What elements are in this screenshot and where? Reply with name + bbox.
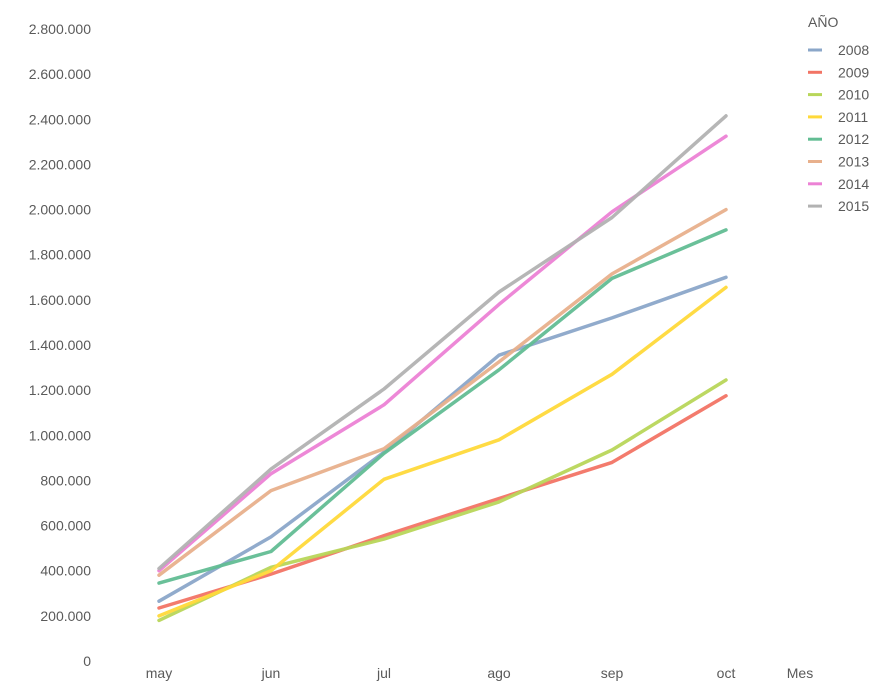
series-line-2008[interactable] [157, 275, 728, 603]
x-tick-label: oct [717, 665, 736, 681]
y-tick-label: 1.000.000 [29, 427, 91, 443]
y-tick-label: 1.600.000 [29, 292, 91, 308]
x-tick-label: ago [487, 665, 511, 681]
x-axis-label: Mes [787, 665, 813, 681]
y-axis: 0 200.000 400.000 600.000 800.000 1.000.000 1.… [29, 21, 92, 669]
y-tick-label: 2.200.000 [29, 156, 91, 172]
legend-title: AÑO [808, 14, 838, 30]
x-tick-label: jun [261, 665, 281, 681]
legend-item-2013[interactable]: 2013 [808, 154, 869, 170]
y-tick-label: 1.800.000 [29, 247, 91, 263]
legend-label: 2010 [838, 87, 869, 103]
legend-item-2009[interactable]: 2009 [808, 64, 869, 80]
x-tick-label: jul [376, 665, 391, 681]
x-tick-label: may [146, 665, 172, 681]
x-axis: may jun jul ago sep oct [146, 665, 736, 681]
series-line-2015[interactable] [157, 114, 728, 571]
y-tick-label: 1.400.000 [29, 337, 91, 353]
series-line-2009[interactable] [157, 394, 728, 610]
legend-label: 2013 [838, 154, 869, 170]
y-tick-label: 400.000 [40, 563, 91, 579]
y-tick-label: 800.000 [40, 472, 91, 488]
y-tick-label: 2.800.000 [29, 21, 91, 37]
series-line-2012[interactable] [157, 228, 728, 585]
series-line-2013[interactable] [157, 207, 728, 577]
legend-label: 2008 [838, 42, 869, 58]
legend-item-2014[interactable]: 2014 [808, 176, 869, 192]
legend-label: 2014 [838, 176, 869, 192]
series-line-2010[interactable] [157, 378, 728, 623]
y-tick-label: 2.400.000 [29, 111, 91, 127]
legend-item-2008[interactable]: 2008 [808, 42, 869, 58]
legend-label: 2012 [838, 131, 869, 147]
y-tick-label: 2.600.000 [29, 66, 91, 82]
series-lines [157, 114, 728, 623]
y-tick-label: 1.200.000 [29, 382, 91, 398]
legend-item-2015[interactable]: 2015 [808, 198, 869, 214]
legend-items[interactable]: 2008 2009 2010 2011 2012 2013 2014 2015 [808, 42, 869, 214]
x-tick-label: sep [601, 665, 624, 681]
legend-item-2012[interactable]: 2012 [808, 131, 869, 147]
y-tick-label: 200.000 [40, 608, 91, 624]
legend-item-2010[interactable]: 2010 [808, 87, 869, 103]
legend[interactable]: AÑO 2008 2009 2010 2011 2012 2013 2014 2015 [808, 14, 869, 214]
legend-label: 2015 [838, 198, 869, 214]
legend-item-2011[interactable]: 2011 [808, 109, 868, 125]
legend-label: 2011 [838, 109, 868, 125]
y-tick-label: 2.000.000 [29, 202, 91, 218]
y-tick-label: 0 [83, 653, 91, 669]
series-line-2011[interactable] [157, 285, 728, 618]
legend-label: 2009 [838, 64, 869, 80]
y-tick-label: 600.000 [40, 518, 91, 534]
